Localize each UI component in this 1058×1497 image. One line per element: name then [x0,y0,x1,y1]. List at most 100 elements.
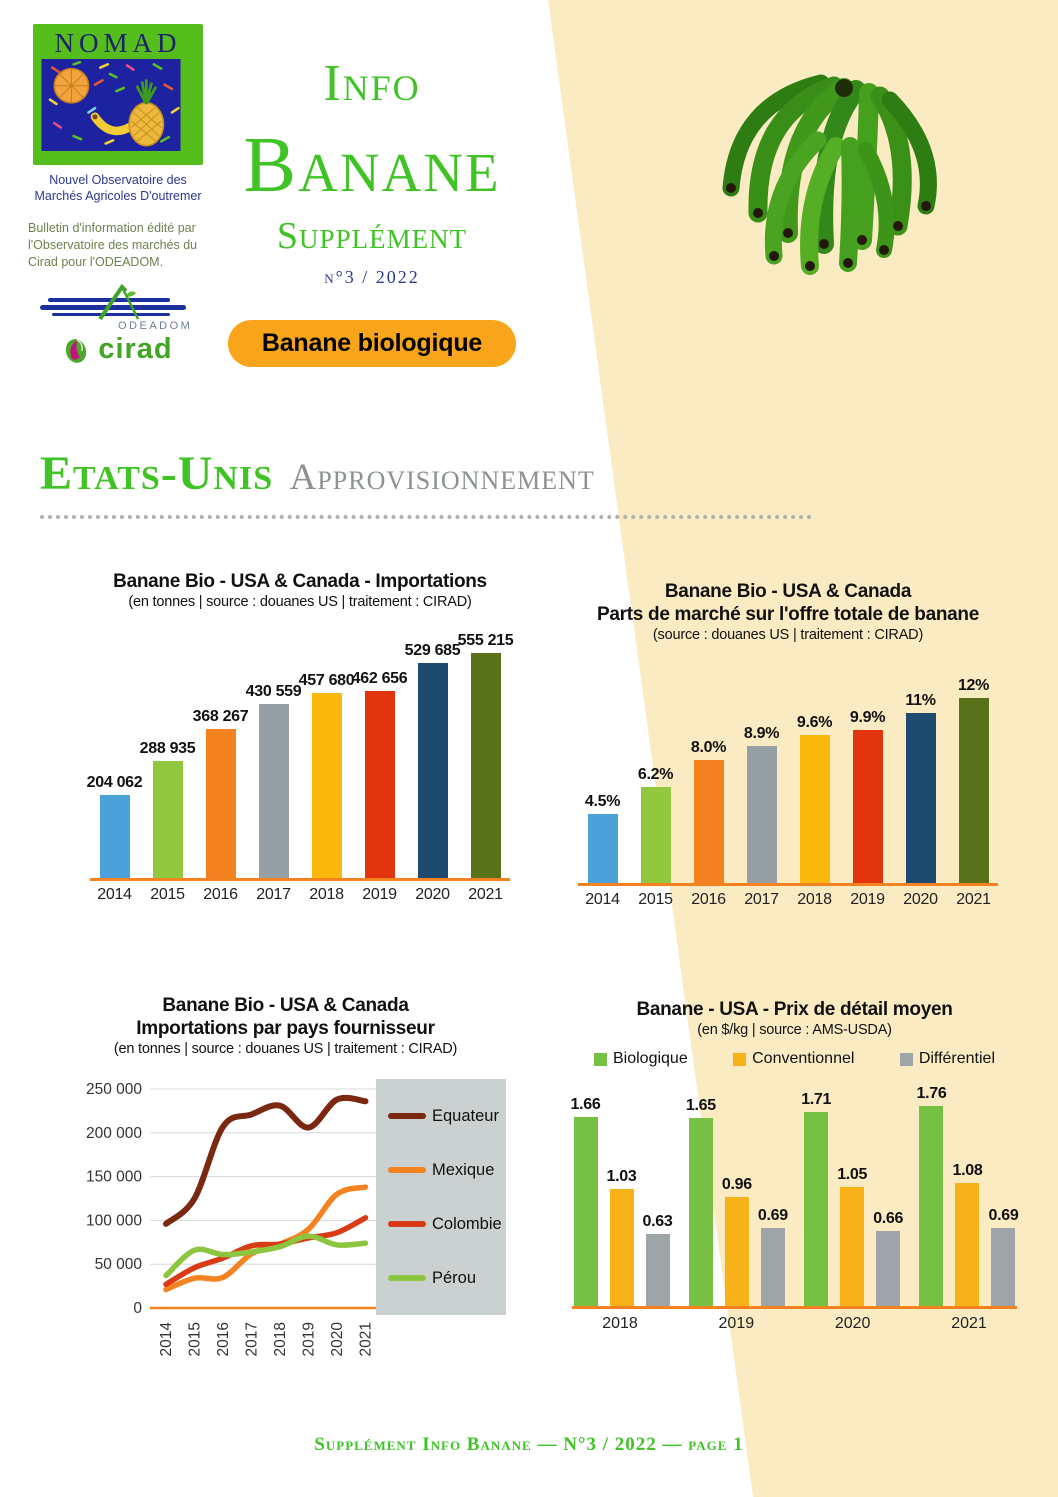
bar-cell: 11% [896,692,945,884]
bar-value-label: 12% [957,677,990,695]
y-tick-label: 0 [133,1300,142,1317]
bar-group-2018: 1.66 1.03 0.63 [571,1096,673,1307]
legend-swatch [733,1052,747,1066]
legend-item-Pérou: Pérou [388,1269,506,1288]
topic-badge: Banane biologique [227,320,517,367]
y-tick-label: 100 000 [86,1213,142,1230]
bar-value-label: 457 680 [298,672,355,690]
bar-value-label: 204 062 [86,774,143,792]
x-tick-label: 2015 [187,1322,204,1356]
chart-imports: Banane Bio - USA & Canada - Importations… [87,570,514,904]
bar-2016 [205,729,236,879]
bar-cell: 457 680 [299,672,355,879]
chart-title: Banane Bio - USA & Canada [162,995,409,1016]
x-tick-label: 2020 [834,1315,871,1333]
bar-value-label: 288 935 [139,740,196,758]
bar-cell: 0.63 [642,1213,673,1307]
x-tick-label: 2015 [638,891,673,909]
cirad-wordmark: cirad [98,333,173,366]
bar-cell: 0.69 [988,1207,1019,1307]
chart-title: Banane Bio - USA & Canada [664,581,912,602]
x-tick-label: 2017 [744,891,779,909]
bananas-image [722,74,937,275]
bar-value-label: 9.6% [796,714,833,732]
x-tick-label: 2014 [97,886,132,904]
x-tick-label: 2016 [215,1322,232,1356]
bars-area: 1.66 1.03 0.63 1.65 0.96 0.69 1.71 1.05 0.66 1.76… [571,1084,1019,1307]
legend-label: Colombie [432,1214,502,1233]
bar-value-label: 1.71 [801,1091,832,1109]
legend-label: Pérou [432,1268,477,1287]
bar-2018 [799,735,830,884]
bar-2015 [640,787,671,884]
x-tick-label: 2017 [256,886,291,904]
bar-group-2021: 1.76 1.08 0.69 [916,1085,1019,1307]
x-axis-labels: 2014 2015 2016 2017 2018 2019 2020 2021 [578,886,998,909]
bar-value-label: 0.66 [873,1210,904,1228]
x-tick-label: 2020 [415,886,450,904]
bar-cell: 1.03 [606,1168,637,1307]
bar-Biologique-2018 [573,1117,598,1307]
title-supplement: Supplément [276,215,468,257]
chart-retail-price: Banane - USA - Prix de détail moyen (en … [571,998,1019,1333]
bar-value-label: 6.2% [637,766,674,784]
bar-cell: 555 215 [458,632,514,879]
legend-label: Equateur [432,1106,499,1125]
title-banane: Banane [243,122,501,209]
bar-value-label: 1.76 [916,1085,947,1103]
x-tick-label: 2016 [203,886,238,904]
bar-value-label: 0.63 [642,1213,673,1231]
bar-2014 [99,795,130,879]
x-axis-line [572,1306,1017,1310]
x-tick-label: 2015 [150,886,185,904]
bar-group-2019: 1.65 0.96 0.69 [686,1097,788,1307]
bar-cell: 462 656 [352,670,408,879]
bar-value-label: 0.69 [988,1207,1019,1225]
issue-number: n°3 / 2022 [324,267,420,287]
bars-area: 204 062 288 935 368 267 430 559 457 680 462 6… [87,628,514,879]
svg-text:ODEADOM: ODEADOM [118,320,192,332]
legend-label: Mexique [432,1160,495,1179]
odeadom-logo: ODEADOM [40,283,192,332]
line-plot-area: 0 50 000 100 000 150 000 200 000 250 000 2014 2… [58,1063,513,1398]
bar-cell: 430 559 [246,683,302,879]
bar-cell: 288 935 [140,740,196,879]
x-axis-line [90,878,510,882]
bar-cell: 1.66 [571,1096,601,1307]
logo-block: NOMAD [26,24,210,365]
legend-item-Mexique: Mexique [388,1161,506,1180]
bar-2018 [311,693,342,879]
bar-value-label: 1.05 [837,1166,868,1184]
legend-item-Biologique: Biologique [594,1050,688,1068]
y-tick-label: 150 000 [86,1169,142,1186]
page-footer: Supplément Info Banane — N°3 / 2022 — pa… [314,1434,744,1455]
x-tick-label: 2021 [951,1315,987,1333]
legend-item-Différentiel: Différentiel [899,1050,995,1068]
bar-value-label: 8.9% [743,725,780,743]
bar-cell: 8.9% [737,725,786,884]
bar-Conventionnel-2018 [609,1189,634,1307]
bar-cell: 1.65 [686,1097,716,1307]
title-block: Info Banane Supplément n°3 / 2022 Banane… [222,58,522,367]
bar-cell: 4.5% [578,793,627,884]
nomad-logo: NOMAD [33,24,203,165]
logo-subtitle: Nouvel Observatoire des Marchés Agricole… [34,172,202,203]
x-tick-label: 2020 [903,891,938,909]
section-heading: Etats-Unis Approvisionnement [40,446,812,519]
bar-value-label: 1.03 [606,1168,637,1186]
legend-item-Colombie: Colombie [388,1215,506,1234]
line-series-Pérou [163,1233,369,1279]
bar-cell: 1.71 [801,1091,832,1307]
bar-Biologique-2020 [804,1112,829,1307]
bar-value-label: 0.96 [721,1176,752,1194]
bar-Conventionnel-2019 [724,1197,749,1307]
bar-2019 [364,691,395,879]
legend-swatch [388,1275,426,1282]
bar-2016 [693,760,724,884]
bar-cell: 6.2% [631,766,680,884]
bar-cell: 204 062 [87,774,143,879]
bar-Différentiel-2021 [991,1228,1016,1307]
y-tick-label: 250 000 [86,1081,142,1098]
bar-cell: 1.76 [916,1085,947,1307]
x-tick-label: 2019 [850,891,885,909]
